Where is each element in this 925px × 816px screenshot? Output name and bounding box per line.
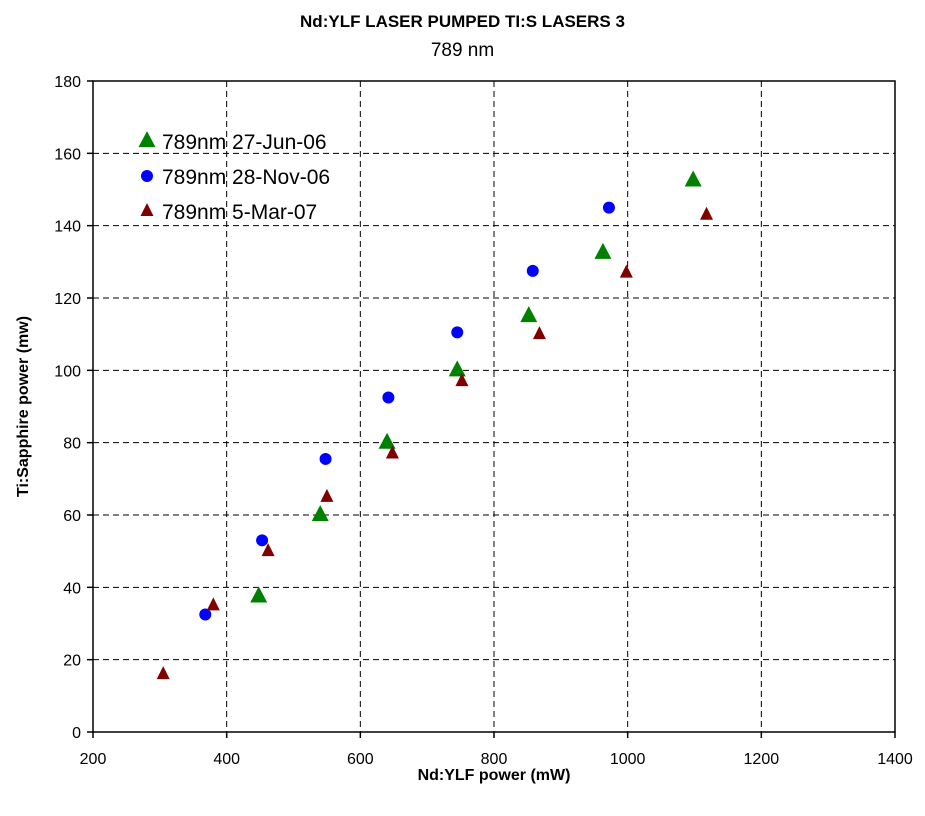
data-point-series-3 [320,488,334,502]
data-point-series-3 [700,206,714,220]
y-tick-label: 80 [63,436,81,453]
y-tick-label: 60 [63,508,81,525]
y-tick-label: 120 [54,291,81,308]
data-point-series-2 [526,264,539,277]
data-point-series-1 [684,170,702,187]
data-point-series-1 [520,306,538,323]
data-point-series-3 [261,543,275,557]
data-point-series-2 [199,608,212,621]
grid-lines [93,81,895,732]
x-tick-label: 1000 [610,751,646,768]
data-point-series-3 [206,597,220,611]
x-tick-label: 200 [80,751,107,768]
data-point-series-1 [250,586,268,603]
chart-subtitle: 789 nm [430,40,495,61]
legend-marker-1 [138,131,156,148]
data-point-series-2 [256,534,269,547]
legend-label-2: 789nm 28-Nov-06 [162,166,330,189]
data-point-series-1 [594,242,612,259]
y-axis-label: Ti:Sapphire power (mw) [15,316,32,497]
data-point-series-2 [382,391,395,404]
data-point-series-3 [455,373,469,387]
y-tick-label: 180 [54,74,81,91]
data-point-series-2 [319,452,332,465]
data-point-series-3 [619,264,633,278]
data-point-series-2 [602,201,615,214]
data-point-series-3 [385,445,399,459]
chart-title: Nd:YLF LASER PUMPED TI:S LASERS 3 [300,12,625,31]
legend-marker-2 [141,170,153,182]
x-tick-label: 400 [213,751,240,768]
data-point-series-1 [378,432,396,449]
y-tick-label: 100 [54,363,81,380]
x-tick-label: 1400 [877,751,913,768]
data-point-series-1 [448,360,466,377]
legend: 789nm 27-Jun-06 789nm 28-Nov-06 789nm 5-Ma… [138,131,330,224]
data-point-series-2 [451,326,464,339]
x-tick-label: 600 [347,751,374,768]
data-points [156,170,714,680]
data-point-series-3 [156,666,170,680]
x-tick-label: 1200 [744,751,780,768]
y-tick-label: 140 [54,219,81,236]
y-tick-label: 0 [72,725,81,742]
x-axis-label: Nd:YLF power (mW) [418,767,571,784]
x-tick-label: 800 [481,751,508,768]
legend-label-3: 789nm 5-Mar-07 [162,201,317,224]
y-tick-label: 40 [63,580,81,597]
data-point-series-1 [311,505,329,522]
y-tick-label: 20 [63,653,81,670]
legend-marker-3 [140,202,154,216]
y-tick-label: 160 [54,146,81,163]
data-point-series-3 [532,326,546,340]
legend-label-1: 789nm 27-Jun-06 [162,131,327,154]
axis-ticks: 200 400 600 800 1000 1200 1400 0 20 40 60 80 100 120 1… [54,74,913,768]
